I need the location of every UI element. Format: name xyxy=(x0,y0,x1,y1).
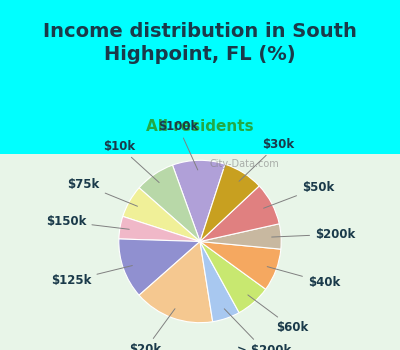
Wedge shape xyxy=(200,241,239,322)
Wedge shape xyxy=(139,165,200,241)
Text: $30k: $30k xyxy=(239,138,294,181)
Text: City-Data.com: City-Data.com xyxy=(210,159,280,169)
Text: Income distribution in South
Highpoint, FL (%): Income distribution in South Highpoint, … xyxy=(43,22,357,64)
Text: $40k: $40k xyxy=(267,267,340,289)
Wedge shape xyxy=(119,216,200,242)
Text: $75k: $75k xyxy=(68,178,138,206)
Text: $100k: $100k xyxy=(158,120,198,170)
Wedge shape xyxy=(200,186,279,242)
Wedge shape xyxy=(172,160,225,242)
Wedge shape xyxy=(119,239,200,295)
Text: $150k: $150k xyxy=(46,215,129,229)
Wedge shape xyxy=(200,241,266,313)
Text: $200k: $200k xyxy=(272,228,355,241)
Wedge shape xyxy=(123,188,200,242)
Wedge shape xyxy=(200,224,281,249)
Text: $125k: $125k xyxy=(51,266,132,287)
Wedge shape xyxy=(200,241,281,289)
Text: $20k: $20k xyxy=(129,309,175,350)
Text: All residents: All residents xyxy=(146,119,254,134)
Text: > $200k: > $200k xyxy=(224,309,292,350)
Text: $50k: $50k xyxy=(264,181,334,208)
Text: $60k: $60k xyxy=(248,295,308,335)
Wedge shape xyxy=(200,164,259,241)
Wedge shape xyxy=(139,241,213,323)
Text: $10k: $10k xyxy=(103,140,159,183)
